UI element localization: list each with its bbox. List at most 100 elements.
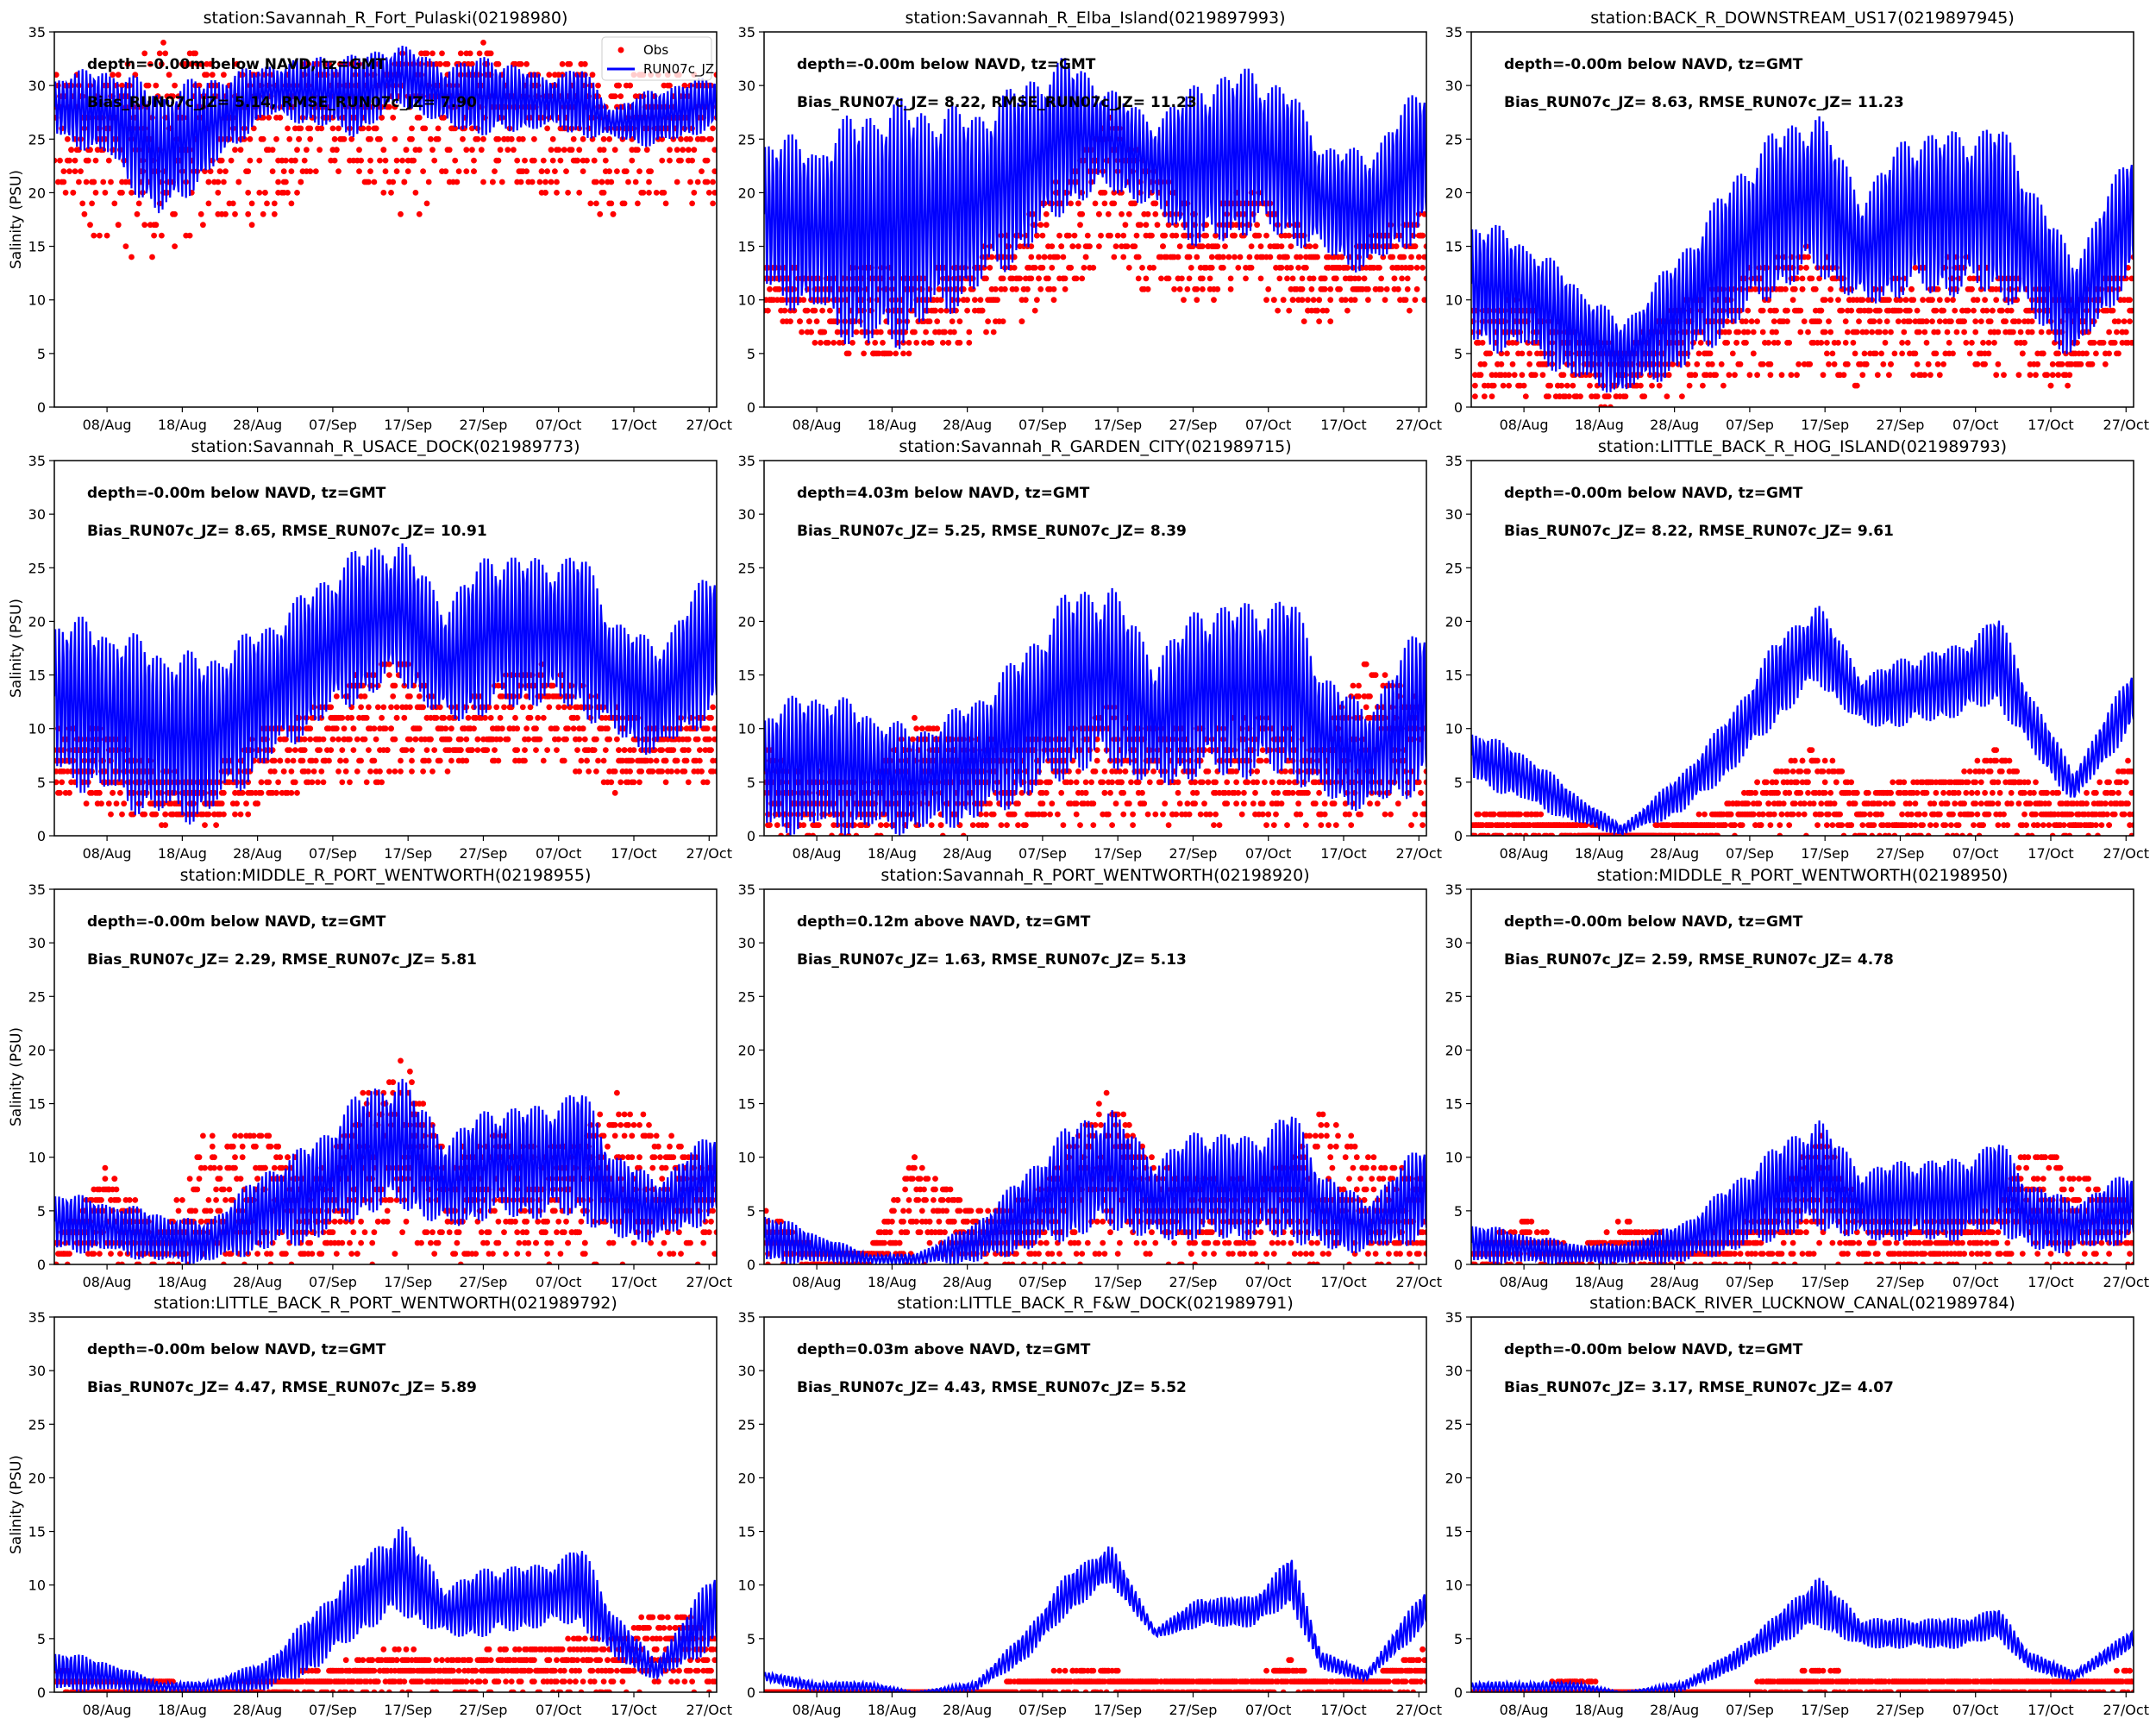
obs-point — [1547, 382, 1553, 389]
obs-point — [1910, 372, 1917, 379]
obs-point — [232, 811, 238, 818]
obs-point — [806, 318, 812, 324]
obs-point — [554, 190, 560, 196]
obs-point — [1622, 393, 1629, 399]
obs-point — [2055, 350, 2062, 357]
obs-point — [1069, 243, 1076, 249]
obs-point — [1801, 318, 1808, 324]
obs-point — [72, 157, 78, 164]
obs-point — [527, 714, 534, 721]
obs-point — [1700, 382, 1706, 389]
obs-point — [1852, 350, 1858, 357]
obs-point — [435, 125, 442, 132]
obs-point — [401, 714, 408, 721]
obs-point — [578, 757, 585, 764]
obs-point — [1649, 382, 1655, 389]
obs-point — [309, 779, 316, 786]
obs-point — [1327, 318, 1334, 324]
axes-frame — [53, 31, 718, 408]
obs-point — [435, 135, 442, 142]
obs-point — [699, 768, 705, 775]
obs-point — [1867, 307, 1873, 314]
obs-point — [484, 747, 491, 753]
x-tick-label: 17/Oct — [611, 845, 656, 862]
obs-point — [800, 822, 807, 828]
obs-point — [1914, 307, 1921, 314]
obs-point — [580, 725, 586, 732]
obs-point — [1256, 232, 1263, 239]
obs-point — [1985, 340, 1992, 346]
obs-point — [304, 147, 310, 154]
x-tick-label: 08/Aug — [83, 845, 132, 862]
obs-point — [1056, 232, 1062, 239]
obs-point — [1018, 318, 1025, 324]
obs-point — [1539, 372, 1546, 379]
obs-point — [1119, 210, 1125, 217]
obs-point — [2115, 318, 2122, 324]
obs-point — [91, 179, 97, 185]
obs-point — [638, 768, 645, 775]
obs-point — [2122, 329, 2129, 336]
obs-point — [1797, 265, 1804, 271]
obs-point — [1213, 232, 1219, 239]
obs-point — [1923, 318, 1930, 324]
obs-point — [382, 168, 389, 175]
obs-point — [1791, 285, 1798, 292]
obs-point — [636, 168, 642, 175]
obs-point — [2034, 361, 2041, 367]
obs-point — [523, 725, 530, 732]
axes-frame — [1470, 31, 2134, 408]
obs-point — [687, 179, 693, 185]
obs-point — [329, 125, 336, 132]
obs-point — [1853, 329, 1860, 336]
obs-point — [162, 822, 169, 828]
obs-point — [480, 135, 486, 142]
obs-point — [838, 832, 844, 836]
obs-point — [697, 757, 703, 764]
obs-point — [234, 60, 240, 67]
obs-point — [1000, 318, 1006, 324]
obs-point — [689, 157, 695, 164]
obs-point — [906, 350, 912, 357]
obs-point — [197, 60, 204, 67]
obs-point — [266, 779, 273, 786]
obs-point — [1365, 285, 1371, 292]
obs-point — [827, 307, 833, 314]
obs-point — [1679, 393, 1685, 399]
x-tick-label: 07/Oct — [1952, 417, 1998, 433]
obs-point — [2115, 350, 2122, 357]
obs-point — [248, 200, 255, 207]
obs-point — [1413, 265, 1420, 271]
obs-point — [469, 125, 475, 132]
obs-point — [1356, 275, 1362, 282]
obs-point — [536, 179, 543, 185]
obs-point — [1060, 822, 1067, 828]
obs-point — [1520, 382, 1527, 389]
obs-point — [412, 736, 419, 743]
obs-point — [1914, 361, 1921, 367]
obs-point — [685, 747, 692, 753]
obs-point — [409, 135, 415, 142]
obs-point — [1101, 200, 1108, 207]
obs-point — [388, 725, 394, 732]
obs-point — [1150, 265, 1156, 271]
obs-point — [1577, 393, 1583, 399]
obs-point — [135, 200, 142, 207]
obs-point — [1015, 800, 1021, 807]
obs-point — [1300, 318, 1307, 324]
obs-point — [339, 714, 346, 721]
obs-point — [1143, 222, 1150, 229]
obs-point — [207, 168, 214, 175]
obs-point — [186, 232, 193, 239]
obs-point — [156, 50, 163, 57]
obs-point — [457, 50, 464, 57]
panel-title: station:BACK_R_DOWNSTREAM_US17(021989794… — [1590, 9, 2015, 28]
obs-point — [1227, 275, 1234, 282]
obs-point — [1308, 285, 1315, 292]
obs-point — [1759, 361, 1766, 367]
obs-point — [544, 125, 550, 132]
obs-point — [544, 168, 550, 175]
obs-point — [237, 811, 244, 818]
obs-point — [498, 725, 505, 732]
